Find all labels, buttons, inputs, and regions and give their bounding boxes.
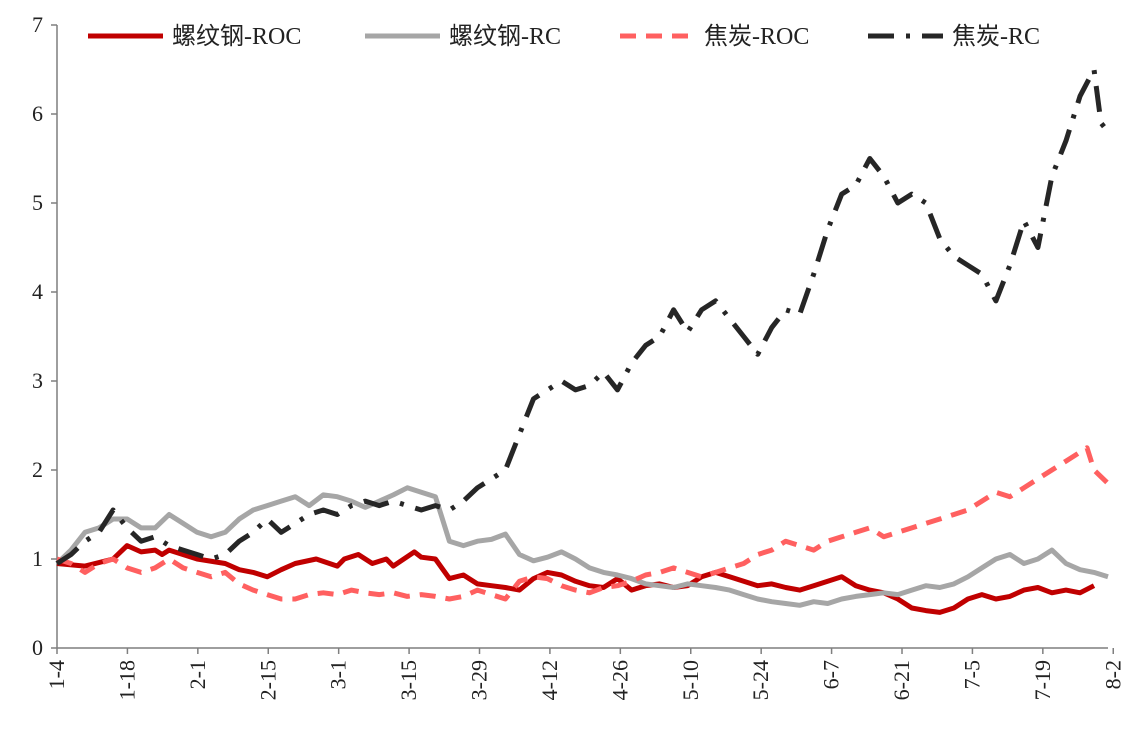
x-tick-label: 5-10: [678, 660, 703, 700]
y-tick-label: 1: [32, 546, 43, 571]
x-tick-label: 3-29: [467, 660, 492, 700]
legend-label: 螺纹钢-RC: [449, 23, 561, 50]
y-tick-label: 7: [32, 12, 43, 37]
legend-label: 焦炭-RC: [952, 23, 1040, 50]
series-line-1: [56, 543, 1096, 615]
x-tick-label: 8-2: [1100, 660, 1125, 689]
y-tick-label: 3: [32, 368, 43, 393]
x-tick-label: 1-4: [44, 660, 69, 689]
x-tick-label: 7-5: [959, 660, 984, 689]
x-axis: 1-4 1-18 2-1 2-15 3-1 3-15 3-29 4-12 4-26 5-10 5-2…: [44, 647, 1125, 700]
series-line-4: [55, 67, 1110, 566]
series-layer: [55, 67, 1110, 615]
y-tick-label: 0: [32, 635, 43, 660]
x-tick-label: 3-1: [326, 660, 351, 689]
x-tick-label: 6-7: [819, 660, 844, 689]
y-tick-label: 2: [32, 457, 43, 482]
x-tick-label: 2-15: [255, 660, 280, 700]
series-line-2: [55, 485, 1109, 608]
x-tick-label: 4-12: [537, 660, 562, 700]
y-tick-label: 6: [32, 101, 43, 126]
x-tick-label: 2-1: [185, 660, 210, 689]
legend: 螺纹钢-ROC 螺纹钢-RC 焦炭-ROC 焦炭-RC: [88, 23, 1040, 50]
legend-item-4: 焦炭-RC: [868, 23, 1040, 50]
legend-item-1: 螺纹钢-ROC: [88, 23, 301, 50]
y-tick-label: 5: [32, 190, 43, 215]
y-axis: 0 1 2 3 4 5 6 7: [32, 12, 58, 660]
legend-label: 焦炭-ROC: [704, 23, 809, 50]
x-tick-label: 5-24: [748, 660, 773, 700]
legend-label: 螺纹钢-ROC: [172, 23, 301, 50]
x-tick-label: 3-15: [396, 660, 421, 700]
legend-item-2: 螺纹钢-RC: [365, 23, 561, 50]
x-tick-label: 7-19: [1030, 660, 1055, 700]
x-tick-label: 6-21: [889, 660, 914, 700]
legend-item-3: 焦炭-ROC: [620, 23, 809, 50]
x-tick-label: 1-18: [114, 660, 139, 700]
x-tick-label: 4-26: [607, 660, 632, 700]
y-tick-label: 4: [32, 279, 43, 304]
series-line-3: [56, 445, 1110, 602]
